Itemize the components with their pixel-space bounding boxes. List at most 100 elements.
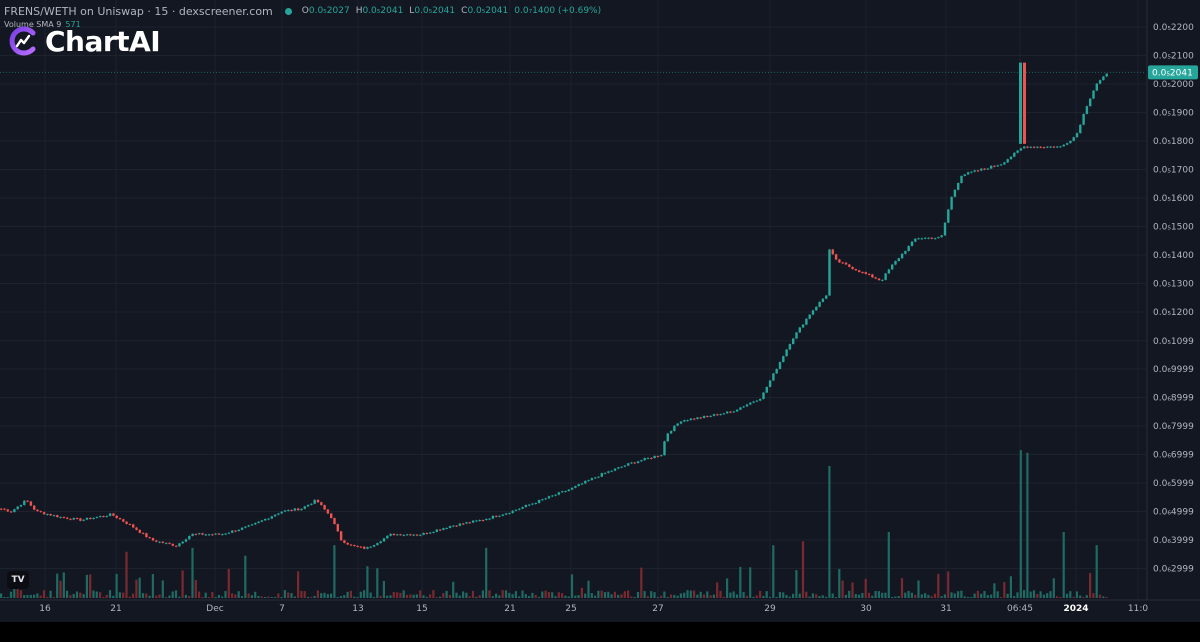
candlestick-chart[interactable]: 0.0₅2200 0.0₅2100 0.0₅2000 0.0₅1900 0.0₅1800… xyxy=(0,0,1200,622)
candle xyxy=(541,499,544,501)
volume-bar xyxy=(122,592,125,598)
candle xyxy=(894,261,897,265)
volume-bar xyxy=(950,592,953,598)
candle xyxy=(95,516,99,518)
volume-bar xyxy=(465,592,468,598)
volume-bar xyxy=(874,590,877,598)
volume-bar xyxy=(511,594,514,598)
candle xyxy=(986,168,990,170)
volume-bar xyxy=(386,595,389,598)
volume-bar xyxy=(900,578,904,598)
tradingview-badge[interactable]: TV xyxy=(7,571,29,589)
volume-bar xyxy=(1089,573,1092,598)
candle xyxy=(544,498,547,500)
volume-bar xyxy=(930,596,933,598)
candle xyxy=(735,409,739,412)
candle xyxy=(207,534,211,536)
price-tick-label: 0.0₅1900 xyxy=(1153,109,1194,119)
volume-bar xyxy=(95,591,98,598)
volume-bar xyxy=(551,592,554,598)
volume-bar xyxy=(1062,532,1065,598)
candle xyxy=(39,511,42,513)
candle xyxy=(326,509,330,514)
volume-bar xyxy=(1039,591,1042,598)
volume-bar xyxy=(947,571,950,598)
volume-bar xyxy=(1036,593,1039,598)
candle xyxy=(957,182,960,190)
volume-bar xyxy=(1052,578,1055,598)
candle xyxy=(6,509,9,512)
candle xyxy=(768,380,772,387)
candle xyxy=(59,516,62,518)
candle xyxy=(234,530,237,532)
volume-bar xyxy=(320,593,323,598)
volume-bar xyxy=(379,595,382,598)
volume-bar xyxy=(666,597,669,598)
volume-bar xyxy=(247,593,250,598)
candle xyxy=(877,278,881,281)
candle xyxy=(755,400,759,402)
volume-bar xyxy=(768,597,772,598)
candle xyxy=(950,196,953,210)
candle xyxy=(884,273,887,280)
volume-bar xyxy=(207,597,211,598)
volume-bar xyxy=(1095,545,1098,598)
volume-bar xyxy=(600,590,603,598)
chart-area[interactable]: 0.0₅2200 0.0₅2100 0.0₅2000 0.0₅1900 0.0₅1800… xyxy=(0,0,1200,622)
candle xyxy=(145,533,148,538)
volume-bars xyxy=(0,450,1108,598)
volume-bar xyxy=(79,592,82,598)
candle xyxy=(669,430,673,434)
volume-bar xyxy=(554,596,557,598)
volume-bar xyxy=(867,592,871,598)
candle xyxy=(785,349,788,357)
candle xyxy=(897,258,900,262)
volume-bar xyxy=(181,570,184,598)
candle xyxy=(547,496,551,499)
candle xyxy=(491,515,495,519)
volume-bar xyxy=(244,555,247,598)
candle xyxy=(943,222,947,236)
candle xyxy=(191,533,194,536)
candle xyxy=(161,541,165,543)
volume-bar xyxy=(732,591,735,598)
time-tick-label: 25 xyxy=(565,604,576,614)
time-tick-label: 30 xyxy=(860,604,872,614)
candle xyxy=(52,515,56,517)
candle xyxy=(409,534,412,536)
volume-bar xyxy=(848,590,851,598)
candle xyxy=(323,505,326,510)
volume-bar xyxy=(270,597,273,598)
volume-bar xyxy=(353,596,356,598)
candle xyxy=(917,238,920,240)
volume-bar xyxy=(1032,590,1036,598)
candle xyxy=(996,165,999,167)
candle xyxy=(458,523,462,526)
volume-bar xyxy=(356,597,359,598)
volume-bar xyxy=(399,592,402,598)
candle xyxy=(999,164,1003,166)
volume-bar xyxy=(630,596,633,598)
volume-bar xyxy=(940,596,943,598)
candle xyxy=(264,518,267,521)
candle xyxy=(924,237,927,239)
volume-bar xyxy=(1059,597,1062,598)
volume-bar xyxy=(518,596,521,598)
volume-bar xyxy=(36,593,39,598)
candle xyxy=(204,534,207,536)
candle xyxy=(19,505,23,507)
volume-bar xyxy=(821,595,824,598)
volume-bar xyxy=(280,597,283,598)
candle xyxy=(478,520,481,522)
candle xyxy=(838,259,841,263)
candle xyxy=(0,508,3,510)
candle xyxy=(287,509,290,511)
symbol-title[interactable]: FRENS/WETH on Uniswap · 15 · dexscreener… xyxy=(4,4,273,18)
candle xyxy=(29,501,33,506)
candle xyxy=(976,170,980,172)
candle xyxy=(927,237,930,239)
volume-bar xyxy=(805,591,808,598)
volume-bar xyxy=(0,593,3,598)
time-tick-label: 21 xyxy=(110,604,121,614)
volume-bar xyxy=(112,595,115,598)
